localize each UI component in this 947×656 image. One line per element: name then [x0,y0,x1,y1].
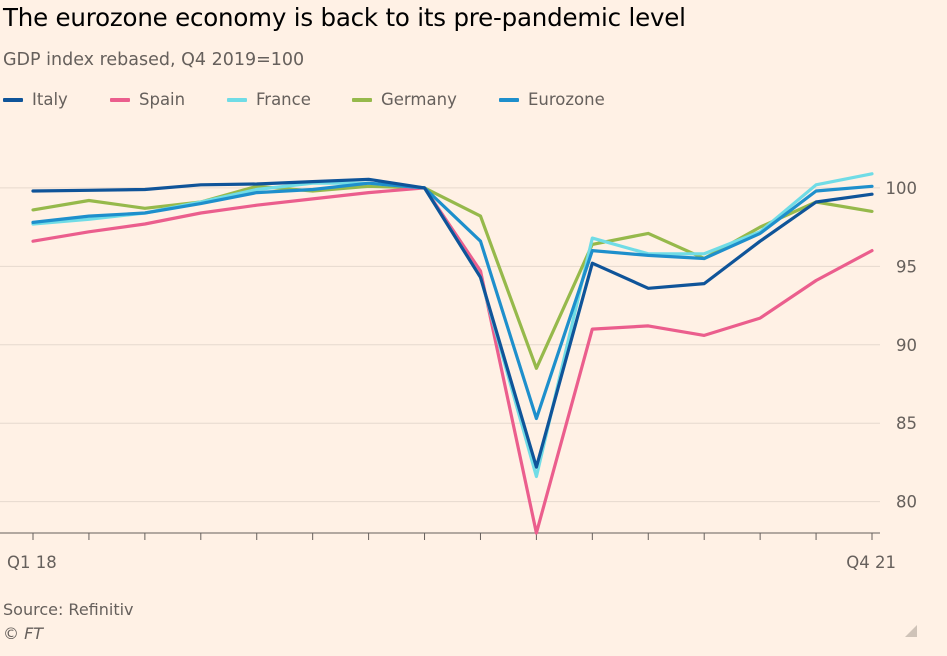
series-line-eurozone [31,181,874,421]
x-tick-label: Q4 21 [846,553,896,572]
series-line-italy [31,177,874,469]
series-line-spain [31,186,874,535]
legend-swatch [227,97,247,102]
legend-item-italy: Italy [3,90,68,109]
x-tick-label: Q1 18 [7,553,57,572]
y-tick-label-85: 85 [896,414,917,433]
legend-label: Eurozone [528,90,605,109]
legend-label: France [256,90,311,109]
legend-label: Germany [381,90,457,109]
chart-subtitle: GDP index rebased, Q4 2019=100 [3,50,305,70]
legend-swatch [499,97,519,102]
series-line-france [31,172,874,479]
ft-credit: © FT [3,624,44,643]
y-tick-label-100: 100 [886,179,918,198]
legend-swatch [3,97,23,102]
source-note: Source: Refinitiv [3,600,134,619]
legend-item-france: France [227,90,311,109]
legend-item-spain: Spain [110,90,185,109]
legend-swatch [110,97,130,102]
legend-item-germany: Germany [352,90,457,109]
legend-label: Italy [32,90,68,109]
chart-title: The eurozone economy is back to its pre-… [3,3,686,32]
resize-handle-icon[interactable] [904,624,918,638]
y-tick-label-95: 95 [896,257,917,276]
legend-item-eurozone: Eurozone [499,90,605,109]
y-tick-label-80: 80 [896,493,917,512]
y-tick-label-90: 90 [896,336,917,355]
legend-label: Spain [139,90,186,109]
legend-swatch [352,97,372,102]
